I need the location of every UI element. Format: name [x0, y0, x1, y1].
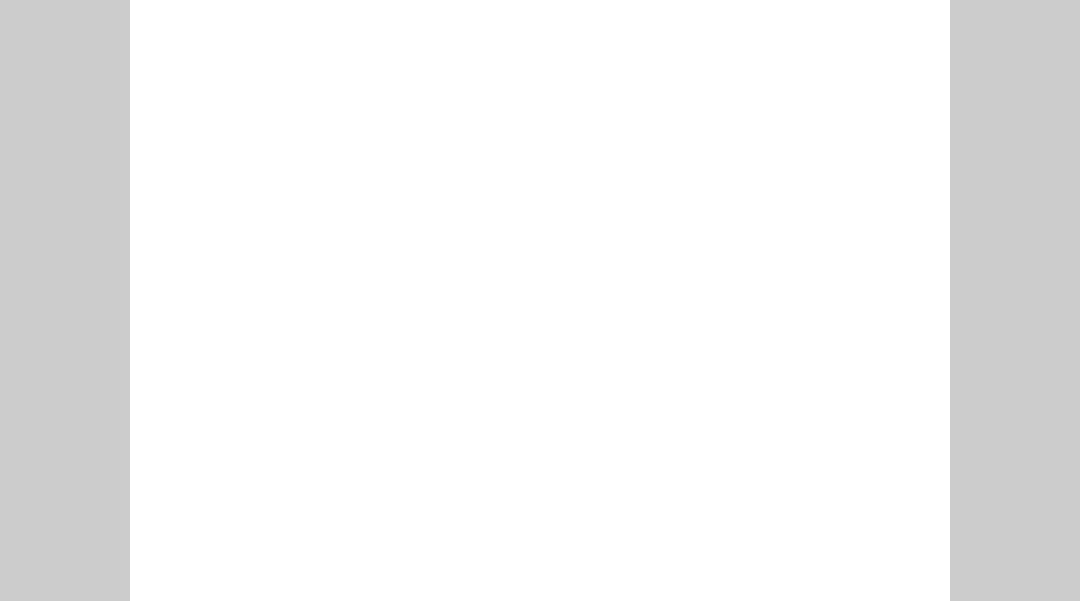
Polygon shape: [565, 428, 660, 460]
Text: If the material used for fillet of welding is carbon steel with: If the material used for fillet of weldi…: [156, 139, 766, 158]
Polygon shape: [375, 215, 390, 470]
Polygon shape: [565, 445, 660, 480]
Text: 4000 N. The fillet weld extends for the full 4 mm length on both: 4000 N. The fillet weld extends for the …: [156, 67, 810, 86]
Bar: [527, 248, 543, 460]
Text: lb: lb: [555, 363, 569, 377]
Text: 4 in.: 4 in.: [472, 347, 505, 361]
Text: 1030 SAE normalized @ 1650 °F: 1030 SAE normalized @ 1650 °F: [156, 175, 491, 194]
Polygon shape: [565, 296, 765, 460]
Polygon shape: [375, 210, 580, 233]
Polygon shape: [527, 445, 543, 460]
Text: sides. What weld size is required to give a safety factor of 3.0?: sides. What weld size is required to giv…: [156, 103, 796, 122]
Text: 4000: 4000: [555, 343, 594, 357]
Polygon shape: [565, 284, 780, 460]
Text: 3 in.: 3 in.: [578, 505, 611, 519]
Polygon shape: [375, 215, 565, 470]
Circle shape: [613, 406, 619, 410]
Text: Fig. (2): Fig. (2): [501, 540, 579, 560]
Polygon shape: [355, 215, 375, 470]
Text: Q2/ The bracket shown in Figure (2) support a repeated load of: Q2/ The bracket shown in Figure (2) supp…: [156, 31, 805, 50]
